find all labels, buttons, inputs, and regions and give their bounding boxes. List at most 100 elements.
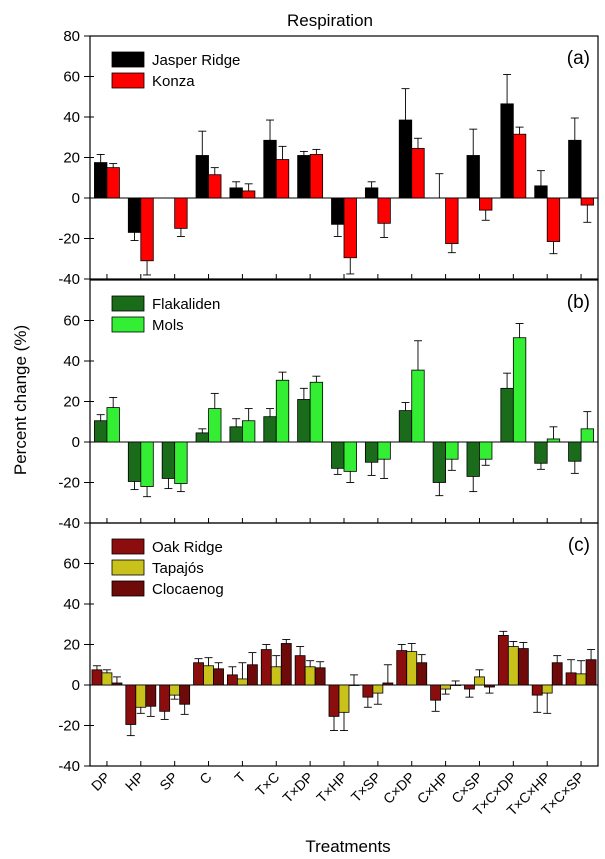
legend-swatch xyxy=(111,580,145,597)
y-tick-label: 40 xyxy=(63,596,80,613)
y-tick-label: -20 xyxy=(58,231,80,248)
bar xyxy=(246,664,258,686)
bar xyxy=(106,407,120,443)
y-tick-label: 20 xyxy=(63,150,80,167)
panel-2: -40 -20 0 20 40 60 (b) Flakaliden Mols xyxy=(58,279,599,532)
bar xyxy=(111,682,123,686)
figure-title: Respiration xyxy=(287,11,373,30)
bar xyxy=(406,651,418,686)
bar xyxy=(568,139,582,199)
bar xyxy=(534,441,548,464)
bar xyxy=(466,441,480,477)
legend-swatch xyxy=(111,538,145,555)
legend-label: Clocaenog xyxy=(152,581,224,598)
panel-label: (a) xyxy=(567,48,590,69)
x-tick-label: T×C xyxy=(252,769,282,799)
bar xyxy=(101,672,113,686)
bar xyxy=(466,155,480,199)
bar xyxy=(309,154,324,199)
bar xyxy=(416,662,428,686)
bar xyxy=(270,666,282,686)
bar xyxy=(304,666,316,686)
bar xyxy=(145,684,157,707)
legend-label: Mols xyxy=(152,317,184,334)
bar xyxy=(294,655,306,686)
bar xyxy=(226,674,238,686)
bar xyxy=(348,684,360,686)
bar xyxy=(546,197,561,242)
legend-swatch xyxy=(111,559,145,576)
bar xyxy=(411,147,425,199)
bar xyxy=(382,682,394,686)
bar xyxy=(430,684,442,701)
panel-1: -40 -20 0 20 40 60 80 (a) Jasper Ridge Konza xyxy=(58,28,599,288)
legend-swatch xyxy=(111,316,145,333)
bar xyxy=(309,381,324,443)
bar xyxy=(263,416,277,443)
x-tick-label: C×HP xyxy=(414,769,452,807)
y-tick-label: 0 xyxy=(72,677,80,694)
bar xyxy=(203,665,214,686)
bar xyxy=(531,684,543,696)
bar xyxy=(377,197,391,224)
bar xyxy=(159,684,171,712)
bar xyxy=(411,369,425,443)
bar xyxy=(161,441,176,479)
bar xyxy=(236,678,248,686)
bar xyxy=(585,659,597,686)
y-tick-label: 40 xyxy=(63,353,80,370)
bar xyxy=(208,408,222,443)
y-axis-label: Percent change (%) xyxy=(11,325,30,475)
bar xyxy=(440,684,452,690)
bar xyxy=(484,684,495,688)
bar xyxy=(500,387,514,443)
y-tick-label: 20 xyxy=(63,637,80,654)
bar xyxy=(398,410,413,443)
y-tick-label: -40 xyxy=(58,758,80,775)
bar xyxy=(372,684,384,694)
bar xyxy=(195,432,209,443)
y-tick-label: 40 xyxy=(63,109,80,126)
y-tick-label: 60 xyxy=(63,556,80,573)
bar xyxy=(275,159,290,199)
bar xyxy=(169,684,181,696)
legend-swatch xyxy=(111,51,145,68)
bar xyxy=(464,684,475,690)
x-tick-label: T×DP xyxy=(279,769,316,806)
bar xyxy=(575,673,587,686)
chart-panels: -40 -20 0 20 40 60 80 (a) Jasper Ridge Konza -40 -2… xyxy=(58,28,599,819)
bar xyxy=(512,337,527,443)
bar xyxy=(94,420,108,443)
bar xyxy=(140,197,154,262)
bar xyxy=(565,672,577,686)
panel-3: -40 -20 0 20 40 60 (c) Oak Ridge Tapajós Clocaeno… xyxy=(58,522,599,819)
bar xyxy=(343,197,357,259)
x-tick-label: T xyxy=(231,768,249,786)
bar xyxy=(179,684,191,705)
bar xyxy=(328,684,340,717)
bar xyxy=(541,684,553,694)
legend-label: Oak Ridge xyxy=(152,539,223,556)
legend-label: Flakaliden xyxy=(152,296,220,313)
bar xyxy=(331,441,345,469)
bar xyxy=(517,648,529,686)
x-axis-label: Treatments xyxy=(305,837,390,856)
y-tick-label: 80 xyxy=(63,28,80,45)
bar xyxy=(275,379,290,443)
bar xyxy=(445,197,459,244)
x-tick-label: C xyxy=(196,769,214,787)
bar xyxy=(479,441,493,460)
x-tick-label: SP xyxy=(156,769,181,794)
bar xyxy=(432,441,447,483)
bar xyxy=(331,197,345,225)
bar xyxy=(127,441,142,482)
bar xyxy=(241,190,256,199)
bar xyxy=(229,187,243,199)
bar xyxy=(106,167,120,199)
y-tick-label: 0 xyxy=(72,190,80,207)
bar xyxy=(94,162,108,199)
bar xyxy=(364,441,379,463)
bar xyxy=(174,441,188,484)
x-tick-label: C×DP xyxy=(380,769,418,807)
